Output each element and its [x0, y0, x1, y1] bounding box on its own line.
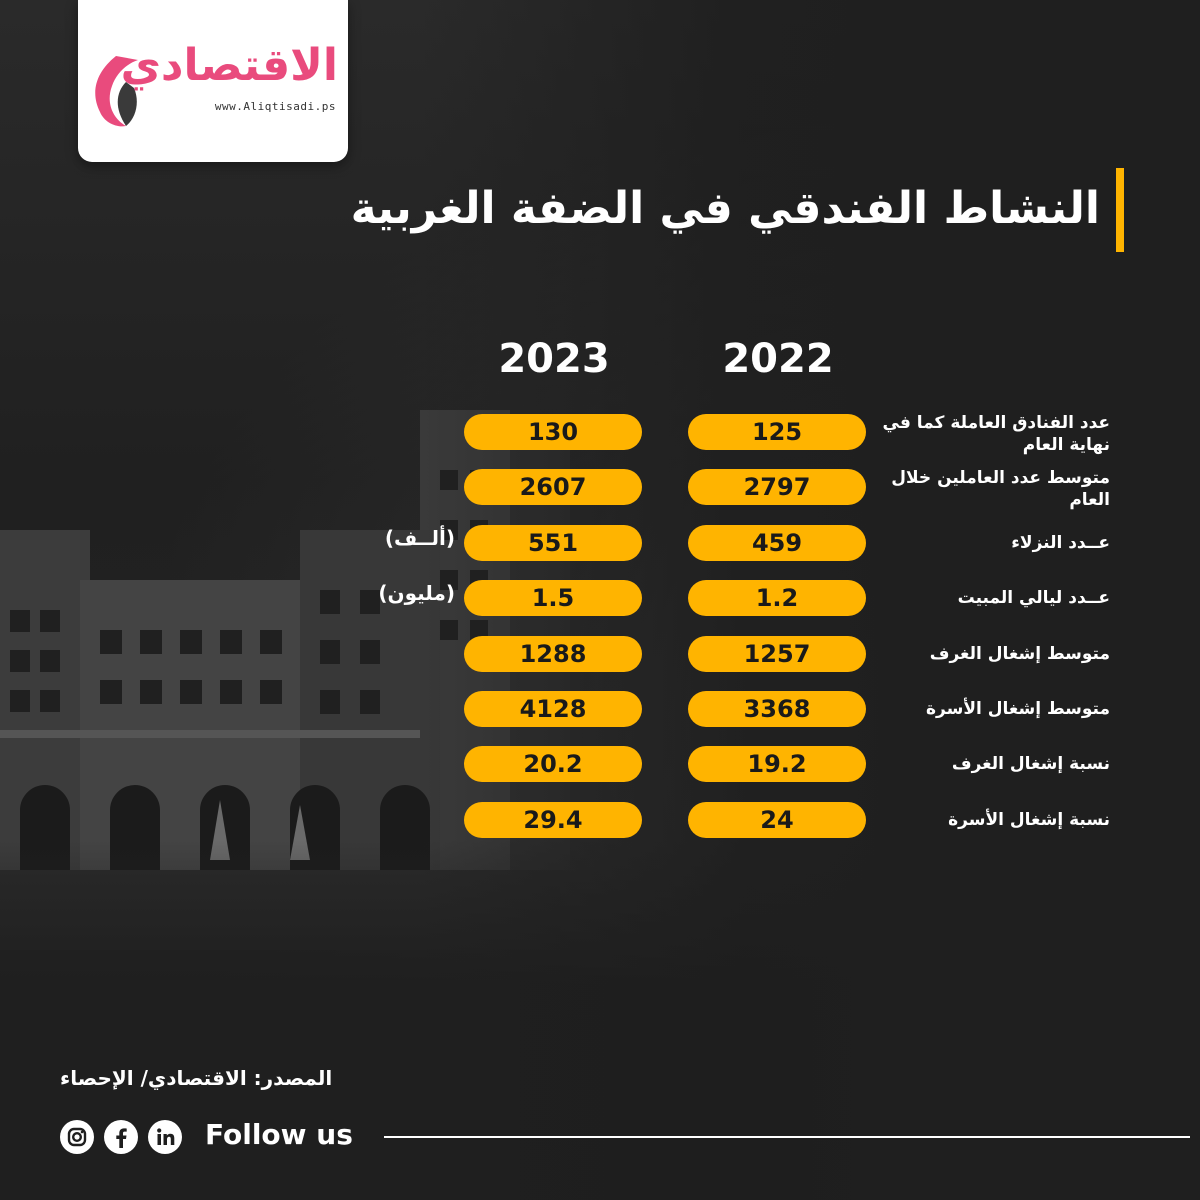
- value-2023: 1.5: [464, 580, 642, 616]
- source-note: المصدر: الاقتصادي/ الإحصاء: [60, 1066, 333, 1090]
- row-label: عدد الفنادق العاملة كما في نهاية العام: [882, 413, 1110, 455]
- value-2023: 29.4: [464, 802, 642, 838]
- value-2022: 1257: [688, 636, 866, 672]
- value-2022: 24: [688, 802, 866, 838]
- row-label: متوسط عدد العاملين خلال العام: [891, 468, 1110, 510]
- value-2022: 19.2: [688, 746, 866, 782]
- table-row: نسبة إشغال الغرف 19.2 20.2: [0, 744, 1200, 784]
- value-2023: 1288: [464, 636, 642, 672]
- row-label: عــدد النزلاء: [1011, 533, 1110, 553]
- table-row: عــدد النزلاء 459 551 (ألــف): [0, 523, 1200, 563]
- table-row: متوسط إشغال الأسرة 3368 4128: [0, 689, 1200, 729]
- row-label: نسبة إشغال الأسرة: [948, 810, 1110, 830]
- row-label: عــدد ليالي المبيت: [957, 588, 1110, 608]
- value-2022: 3368: [688, 691, 866, 727]
- year-header-2022: 2022: [722, 336, 834, 382]
- page-title: النشاط الفندقي في الضفة الغربية: [350, 183, 1100, 234]
- year-header-2023: 2023: [498, 336, 610, 382]
- row-label: متوسط إشغال الأسرة: [926, 699, 1110, 719]
- value-2023: 130: [464, 414, 642, 450]
- row-label: متوسط إشغال الغرف: [929, 644, 1110, 664]
- value-2023: 20.2: [464, 746, 642, 782]
- instagram-icon[interactable]: [60, 1120, 94, 1154]
- table-row: متوسط عدد العاملين خلال العام 2797 2607: [0, 467, 1200, 510]
- value-2023: 4128: [464, 691, 642, 727]
- table-row: نسبة إشغال الأسرة 24 29.4: [0, 800, 1200, 840]
- logo-name: الاقتصادي: [120, 40, 338, 91]
- unit-label: (ألــف): [384, 526, 455, 550]
- table-row: متوسط إشغال الغرف 1257 1288: [0, 634, 1200, 674]
- logo-url: www.Aliqtisadi.ps: [214, 100, 336, 113]
- value-2022: 459: [688, 525, 866, 561]
- divider: [384, 1136, 1190, 1138]
- value-2022: 125: [688, 414, 866, 450]
- facebook-icon[interactable]: [104, 1120, 138, 1154]
- unit-label: (مليون): [378, 581, 455, 605]
- value-2023: 551: [464, 525, 642, 561]
- row-label: نسبة إشغال الغرف: [951, 754, 1110, 774]
- value-2022: 2797: [688, 469, 866, 505]
- logo-card[interactable]: الاقتصادي www.Aliqtisadi.ps: [78, 0, 348, 162]
- follow-us-label: Follow us: [205, 1118, 353, 1151]
- table-row: عدد الفنادق العاملة كما في نهاية العام 1…: [0, 412, 1200, 455]
- value-2022: 1.2: [688, 580, 866, 616]
- logo-mark-icon: [95, 56, 138, 127]
- linkedin-icon[interactable]: [148, 1120, 182, 1154]
- title-accent-bar: [1116, 168, 1124, 252]
- value-2023: 2607: [464, 469, 642, 505]
- table-row: عــدد ليالي المبيت 1.2 1.5 (مليون): [0, 578, 1200, 618]
